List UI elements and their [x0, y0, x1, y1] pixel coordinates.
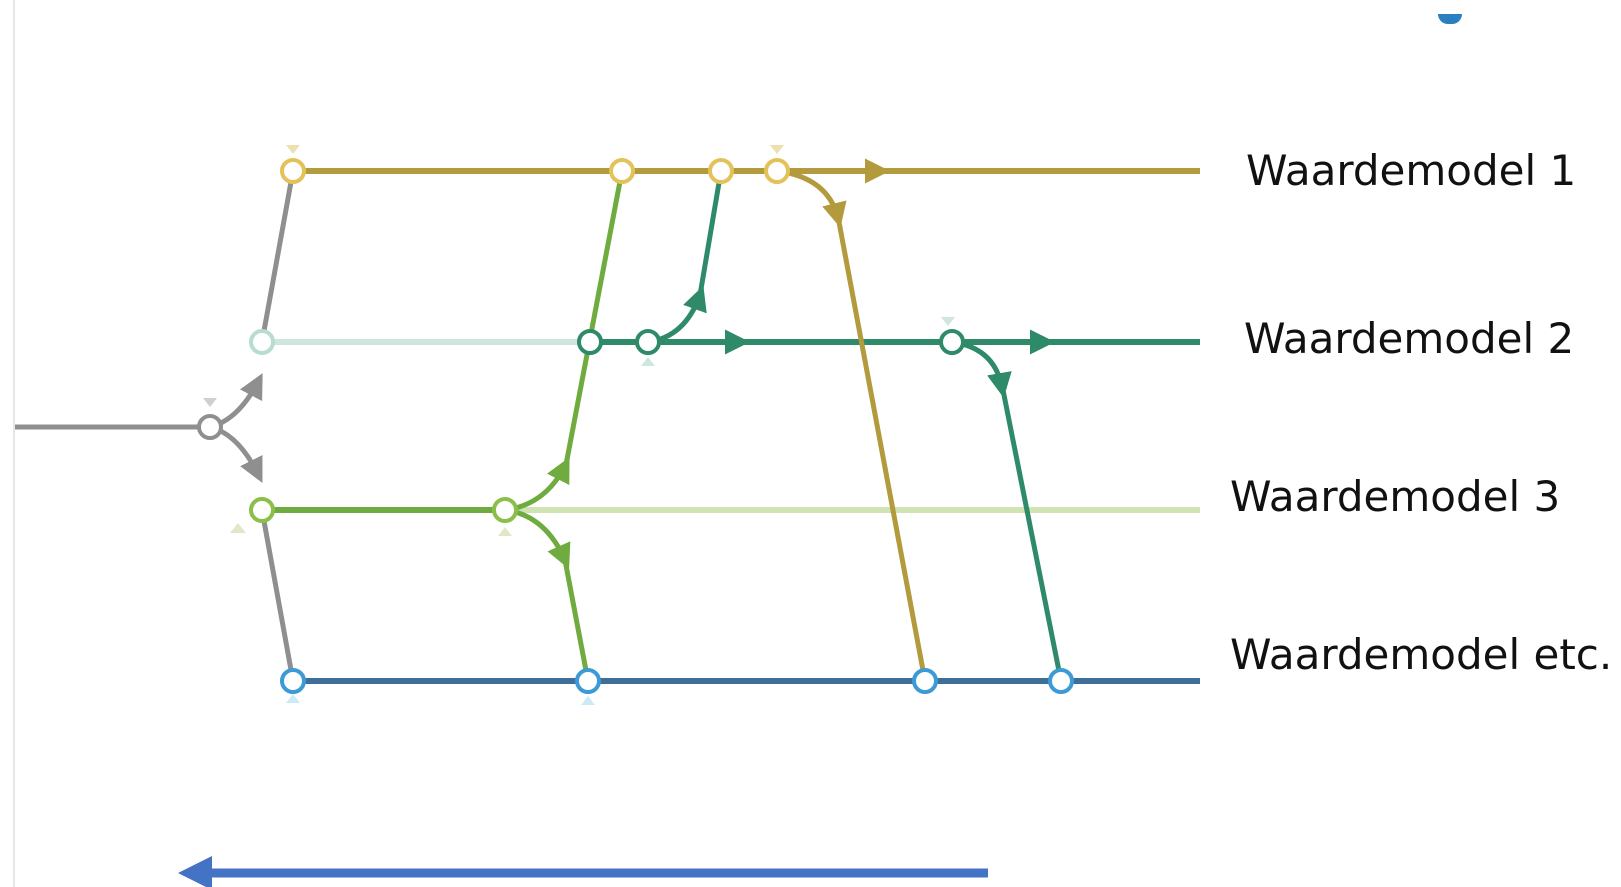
green-link-lane3-lane1	[562, 170, 625, 471]
green-link-lane3-lane4	[562, 559, 591, 682]
milestone-marker	[230, 523, 246, 533]
node-lane2	[635, 329, 661, 355]
node-lane3	[249, 497, 275, 523]
lane-label-3: Waardemodel 3	[1230, 472, 1561, 521]
node-lane3	[492, 497, 518, 523]
node-lane1	[764, 158, 790, 184]
node-lane1	[280, 158, 306, 184]
lane-label-2: Waardemodel 2	[1244, 314, 1575, 363]
direction-arrow-head	[178, 856, 212, 887]
milestone-marker	[203, 398, 217, 407]
milestone-marker	[581, 696, 595, 705]
lane-label-1: Waardemodel 1	[1246, 146, 1577, 195]
milestone-marker	[498, 527, 512, 536]
connector-lane3-lane4	[259, 509, 296, 682]
node-lane4	[912, 668, 938, 694]
node-lane4	[280, 668, 306, 694]
milestone-marker	[286, 145, 300, 154]
milestone-marker	[941, 317, 955, 326]
node-lane2-faded	[249, 329, 275, 355]
start-node	[197, 414, 223, 440]
lane-label-etc: Waardemodel etc.	[1230, 630, 1613, 679]
milestone-marker	[286, 694, 300, 703]
milestone-marker	[641, 357, 655, 366]
teal-link-lane2-lane1	[697, 170, 724, 296]
node-lane4	[575, 668, 601, 694]
teal-link-lane2-lane4	[1000, 389, 1064, 682]
corner-mark	[1438, 14, 1462, 24]
node-lane2	[939, 329, 965, 355]
node-lane1	[609, 158, 635, 184]
node-lane4	[1048, 668, 1074, 694]
gold-link-lane1-lane4	[836, 221, 928, 682]
connector-lane2-lane1	[259, 170, 296, 343]
node-lane1	[708, 158, 734, 184]
left-border-line	[13, 0, 15, 887]
node-lane2	[577, 329, 603, 355]
milestone-marker	[770, 145, 784, 154]
